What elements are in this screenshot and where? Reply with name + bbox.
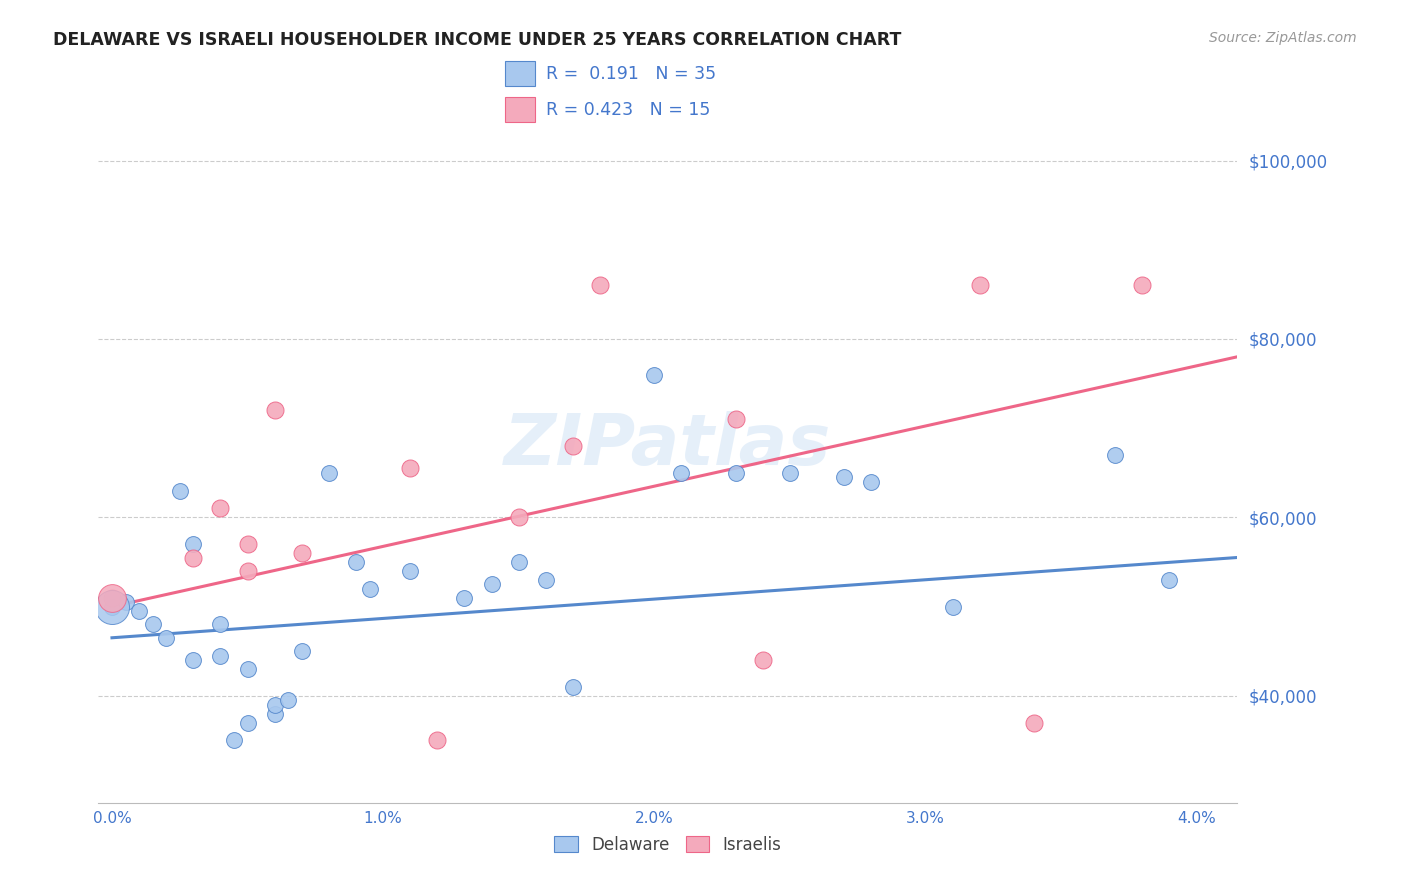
Point bbox=[101, 591, 124, 605]
Point bbox=[724, 466, 747, 480]
Point bbox=[236, 715, 259, 730]
Point bbox=[155, 631, 177, 645]
Point bbox=[277, 693, 299, 707]
Point bbox=[534, 573, 557, 587]
Point bbox=[562, 680, 585, 694]
Text: DELAWARE VS ISRAELI HOUSEHOLDER INCOME UNDER 25 YEARS CORRELATION CHART: DELAWARE VS ISRAELI HOUSEHOLDER INCOME U… bbox=[53, 31, 901, 49]
Point bbox=[724, 412, 747, 426]
Point bbox=[359, 582, 381, 596]
Point bbox=[101, 599, 124, 614]
Point bbox=[101, 591, 124, 605]
Point bbox=[183, 653, 205, 667]
Point bbox=[291, 546, 314, 560]
Point bbox=[751, 653, 773, 667]
Bar bbox=[505, 62, 536, 87]
Point bbox=[860, 475, 883, 489]
Point bbox=[142, 617, 165, 632]
Point bbox=[1130, 278, 1153, 293]
Point bbox=[209, 617, 232, 632]
Point bbox=[779, 466, 801, 480]
Point bbox=[1022, 715, 1045, 730]
Point bbox=[128, 604, 150, 618]
Bar bbox=[505, 96, 536, 122]
Text: ZIPatlas: ZIPatlas bbox=[505, 411, 831, 481]
Point bbox=[832, 470, 855, 484]
Point bbox=[209, 648, 232, 663]
Point bbox=[562, 439, 585, 453]
Point bbox=[236, 564, 259, 578]
Point bbox=[969, 278, 991, 293]
Text: Source: ZipAtlas.com: Source: ZipAtlas.com bbox=[1209, 31, 1357, 45]
Point bbox=[291, 644, 314, 658]
Text: R = 0.423   N = 15: R = 0.423 N = 15 bbox=[546, 101, 710, 119]
Point bbox=[222, 733, 245, 747]
Point bbox=[318, 466, 340, 480]
Point bbox=[263, 403, 285, 417]
Point bbox=[263, 698, 285, 712]
Point bbox=[399, 461, 422, 475]
Point bbox=[1159, 573, 1181, 587]
Point bbox=[101, 599, 124, 614]
Legend: Delaware, Israelis: Delaware, Israelis bbox=[546, 828, 790, 863]
Point bbox=[508, 555, 530, 569]
Point bbox=[453, 591, 475, 605]
Point bbox=[236, 537, 259, 551]
Point bbox=[1104, 448, 1126, 462]
Point bbox=[481, 577, 503, 591]
Point bbox=[942, 599, 965, 614]
Point bbox=[169, 483, 191, 498]
Point bbox=[643, 368, 665, 382]
Point bbox=[209, 501, 232, 516]
Point bbox=[508, 510, 530, 524]
Text: R =  0.191   N = 35: R = 0.191 N = 35 bbox=[546, 65, 716, 83]
Point bbox=[399, 564, 422, 578]
Point bbox=[236, 662, 259, 676]
Point bbox=[426, 733, 449, 747]
Point bbox=[183, 537, 205, 551]
Point bbox=[114, 595, 136, 609]
Point bbox=[263, 706, 285, 721]
Point bbox=[589, 278, 612, 293]
Point bbox=[183, 550, 205, 565]
Point bbox=[344, 555, 367, 569]
Point bbox=[671, 466, 693, 480]
